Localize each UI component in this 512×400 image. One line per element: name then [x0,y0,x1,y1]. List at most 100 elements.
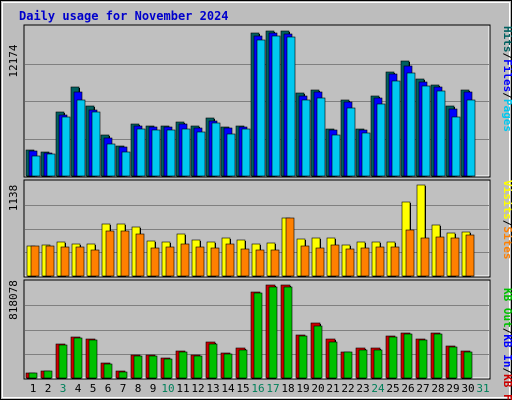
bar-pages [61,116,71,177]
bars-kbytes [25,284,473,379]
bar-kb-out [313,325,323,379]
bar-sites [315,247,325,277]
legend-kbytes: KB Out/KB In/KB F [501,288,512,400]
bar-sites [105,230,115,277]
bar-kb-out [268,286,278,379]
bar-sites [255,249,265,277]
bar-pages [421,85,431,177]
bar-sites [405,229,415,277]
day-label: 20 [311,382,324,395]
bar-pages [466,99,476,177]
day-label: 19 [296,382,309,395]
day-label: 22 [341,382,354,395]
bar-pages [226,133,236,177]
day-label: 12 [191,382,204,395]
bar-sites [375,246,385,277]
bar-kb-out [373,349,383,379]
bar-sites [345,248,355,277]
day-label: 10 [161,382,174,395]
bar-sites [465,234,475,277]
bar-sites [180,243,190,277]
bar-sites [450,237,460,277]
bar-pages [211,122,221,177]
bar-pages [46,153,56,177]
day-label: 6 [105,382,112,395]
day-label: 7 [120,382,127,395]
day-label: 3 [60,382,67,395]
bar-kb-out [178,351,188,379]
bar-sites [360,247,370,277]
day-label: 5 [90,382,97,395]
bar-pages [166,129,176,177]
chart-title: Daily usage for November 2024 [19,9,229,23]
bar-pages [271,35,281,177]
bar-kb-out [463,351,473,379]
bar-sites [300,245,310,277]
ymax-label-hits: 12174 [7,44,20,77]
bar-sites [60,246,70,277]
bar-kb-out [193,355,203,379]
bar-kb-out [133,355,143,379]
bar-kb-out [388,336,398,379]
bar-kb-out [328,341,338,379]
bar-kb-out [58,344,68,379]
bar-kb-out [298,335,308,379]
bar-pages [76,99,86,177]
day-label: 28 [431,382,444,395]
bar-pages [451,116,461,177]
bar-kb-out [283,286,293,379]
bar-sites [90,249,100,277]
bar-kb-out [103,363,113,379]
day-label: 31 [476,382,489,395]
bar-kb-out [238,349,248,379]
bar-sites [225,243,235,277]
bar-sites [330,244,340,277]
bar-kb-out [73,337,83,379]
day-label: 2 [45,382,52,395]
day-label: 24 [371,382,385,395]
bar-sites [270,249,280,277]
day-label: 21 [326,382,339,395]
bar-kb-out [163,358,173,379]
bar-sites [420,237,430,277]
bar-pages [391,80,401,177]
ymax-label-visits: 1138 [7,185,20,212]
day-label: 18 [281,382,294,395]
bar-pages [136,128,146,177]
bars-visits-sites [26,184,475,277]
bar-pages [91,111,101,177]
bar-pages [286,36,296,177]
bar-sites [75,246,85,277]
day-label: 25 [386,382,399,395]
bar-kb-out [208,343,218,379]
day-label: 9 [150,382,157,395]
bar-pages [406,72,416,177]
bar-sites [165,246,175,277]
day-label: 23 [356,382,369,395]
x-axis-day-labels: 1 2 3 4 5 6 7 8 9 10 11 12 13 14 15 16 17 18 19 20 21 22 23 24 2… [30,382,490,395]
day-label: 16 [251,382,264,395]
day-label: 17 [266,382,279,395]
bar-kb-out [403,333,413,379]
bar-kb-out [448,346,458,379]
bar-sites [150,247,160,277]
bar-sites [195,246,205,277]
bar-pages [31,155,41,177]
bar-kb-out [88,339,98,379]
day-label: 26 [401,382,414,395]
bar-pages [106,143,116,177]
bar-sites [390,246,400,277]
bar-pages [436,90,446,177]
bar-pages [121,151,131,177]
bars-hits-files-pages [25,30,476,177]
bar-sites [120,230,130,277]
bar-kb-out [148,355,158,379]
bar-pages [376,103,386,177]
day-label: 29 [446,382,459,395]
bar-pages [241,128,251,177]
day-label: 15 [236,382,249,395]
bar-kb-out [433,333,443,379]
ymax-label-kbytes: 818078 [7,280,20,320]
